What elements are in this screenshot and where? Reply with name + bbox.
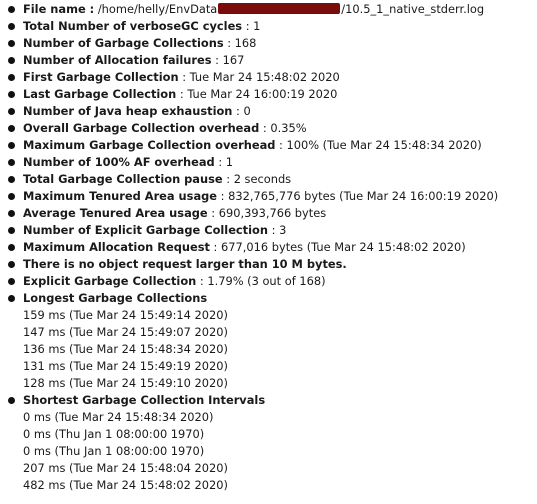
bullet-icon (8, 261, 15, 268)
shortest-interval-item: 0 ms (Thu Jan 1 08:00:00 1970) (23, 444, 205, 458)
bullet-icon (8, 23, 15, 30)
bullet-icon (8, 74, 15, 81)
stat-label: Maximum Allocation Request (23, 240, 210, 254)
bullet-icon (8, 210, 15, 217)
bullet-icon (8, 57, 15, 64)
stat-value: : Tue Mar 24 15:48:02 2020 (178, 70, 340, 84)
shortest-interval-title: Shortest Garbage Collection Intervals (23, 393, 266, 407)
stat-row: Maximum Garbage Collection overhead : 10… (0, 137, 537, 154)
longest-gc-item: 128 ms (Tue Mar 24 15:49:10 2020) (23, 376, 228, 390)
bullet-icon (8, 176, 15, 183)
bullet-icon (8, 142, 15, 149)
stat-label: Number of Java heap exhaustion (23, 104, 233, 118)
stat-row: Number of Allocation failures : 167 (0, 52, 537, 69)
bullet-icon (8, 278, 15, 285)
stat-value: : 167 (211, 53, 245, 67)
longest-gc-item: 159 ms (Tue Mar 24 15:49:14 2020) (23, 308, 228, 322)
stat-label: Maximum Tenured Area usage (23, 189, 218, 203)
stat-value: : 3 (267, 223, 287, 237)
stat-row: Number of 100% AF overhead : 1 (0, 154, 537, 171)
bullet-icon (8, 295, 15, 302)
stat-row: Total Garbage Collection pause : 2 secon… (0, 171, 537, 188)
longest-gc-header: Longest Garbage Collections (0, 290, 537, 307)
stat-value: : 0.35% (259, 121, 307, 135)
stat-value: : 100% (Tue Mar 24 15:48:34 2020) (275, 138, 482, 152)
bullet-icon (8, 193, 15, 200)
bullet-icon (8, 159, 15, 166)
redaction-block (218, 3, 341, 14)
stat-row: Average Tenured Area usage : 690,393,766… (0, 205, 537, 222)
stat-label: Total Number of verboseGC cycles (23, 19, 243, 33)
shortest-interval-item: 207 ms (Tue Mar 24 15:48:04 2020) (23, 461, 228, 475)
stat-value: : Tue Mar 24 16:00:19 2020 (176, 87, 338, 101)
stat-row: First Garbage Collection : Tue Mar 24 15… (0, 69, 537, 86)
stat-row: Number of Explicit Garbage Collection : … (0, 222, 537, 239)
stat-label: Number of Allocation failures (23, 53, 212, 67)
bullet-icon (8, 108, 15, 115)
stat-row: Total Number of verboseGC cycles : 1 (0, 18, 537, 35)
bullet-icon (8, 40, 15, 47)
file-name-row: File name : /home/helly/EnvData/10.5_1_n… (0, 1, 537, 18)
bullet-icon (8, 125, 15, 132)
stat-label: Maximum Garbage Collection overhead (23, 138, 276, 152)
stat-label: Number of 100% AF overhead (23, 155, 215, 169)
stat-label: First Garbage Collection (23, 70, 179, 84)
bullet-icon (8, 6, 15, 13)
stat-label: There is no object request larger than 1… (23, 257, 347, 271)
longest-gc-item: 131 ms (Tue Mar 24 15:49:19 2020) (23, 359, 228, 373)
longest-gc-item: 147 ms (Tue Mar 24 15:49:07 2020) (23, 325, 228, 339)
stat-label: Number of Explicit Garbage Collection (23, 223, 268, 237)
bullet-icon (8, 244, 15, 251)
stat-row: There is no object request larger than 1… (0, 256, 537, 273)
stat-value: : 168 (223, 36, 257, 50)
stat-label: Explicit Garbage Collection (23, 274, 197, 288)
stat-row: Number of Java heap exhaustion : 0 (0, 103, 537, 120)
stat-value: : 1 (242, 19, 261, 33)
file-path-prefix: /home/helly/EnvData (94, 2, 218, 16)
stat-row: Maximum Allocation Request : 677,016 byt… (0, 239, 537, 256)
stat-value: : 690,393,766 bytes (207, 206, 327, 220)
file-path-suffix: /10.5_1_native_stderr.log (341, 2, 485, 16)
stat-value: : 832,765,776 bytes (Tue Mar 24 16:00:19… (217, 189, 499, 203)
stat-row: Overall Garbage Collection overhead : 0.… (0, 120, 537, 137)
shortest-interval-list: 0 ms (Tue Mar 24 15:48:34 2020) 0 ms (Thu… (0, 409, 537, 494)
stat-row: Maximum Tenured Area usage : 832,765,776… (0, 188, 537, 205)
stat-value: : 2 seconds (222, 172, 292, 186)
stat-label: Number of Garbage Collections (23, 36, 224, 50)
stat-label: Average Tenured Area usage (23, 206, 208, 220)
stat-label: Overall Garbage Collection overhead (23, 121, 260, 135)
shortest-interval-item: 0 ms (Tue Mar 24 15:48:34 2020) (23, 410, 214, 424)
bullet-icon (8, 397, 15, 404)
bullet-icon (8, 91, 15, 98)
longest-gc-item: 136 ms (Tue Mar 24 15:48:34 2020) (23, 342, 228, 356)
stats-list: Total Number of verboseGC cycles : 1 Numb… (0, 18, 537, 290)
stat-value: : 0 (232, 104, 251, 118)
stat-label: Last Garbage Collection (23, 87, 177, 101)
file-name-label: File name : (23, 2, 95, 16)
stat-value: : 1.79% (3 out of 168) (196, 274, 326, 288)
shortest-interval-item: 0 ms (Thu Jan 1 08:00:00 1970) (23, 427, 205, 441)
gc-report: File name : /home/helly/EnvData/10.5_1_n… (0, 1, 537, 494)
stat-value: : 1 (214, 155, 234, 169)
stat-value: : 677,016 bytes (Tue Mar 24 15:48:02 202… (209, 240, 466, 254)
shortest-interval-header: Shortest Garbage Collection Intervals (0, 392, 537, 409)
longest-gc-title: Longest Garbage Collections (23, 291, 208, 305)
stat-row: Last Garbage Collection : Tue Mar 24 16:… (0, 86, 537, 103)
stat-row: Number of Garbage Collections : 168 (0, 35, 537, 52)
shortest-interval-item: 482 ms (Tue Mar 24 15:48:02 2020) (23, 478, 228, 492)
longest-gc-list: 159 ms (Tue Mar 24 15:49:14 2020) 147 ms … (0, 307, 537, 392)
stat-row: Explicit Garbage Collection : 1.79% (3 o… (0, 273, 537, 290)
bullet-icon (8, 227, 15, 234)
stat-label: Total Garbage Collection pause (23, 172, 223, 186)
